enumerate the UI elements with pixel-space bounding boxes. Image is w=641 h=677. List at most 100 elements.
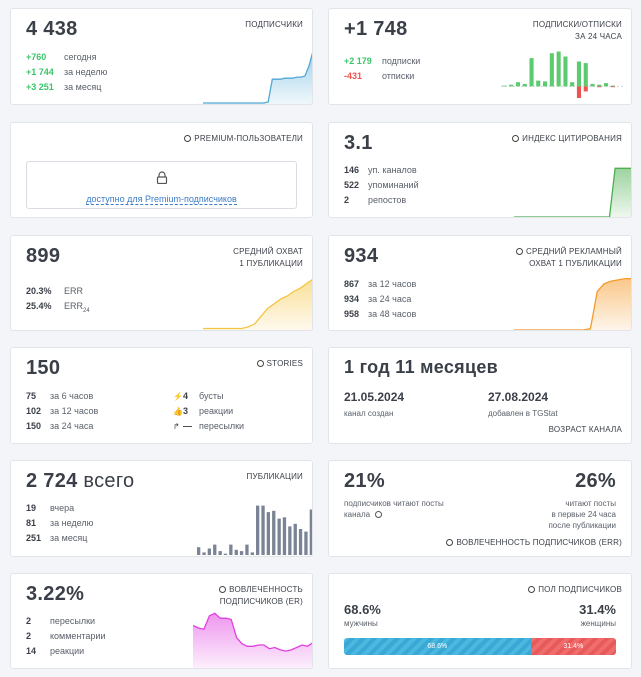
stories-extra-rows: ⚡4 бусты 👍3 реакции ↱ — пересылки: [173, 389, 244, 434]
subs-bar-0: [502, 85, 507, 87]
posts-card[interactable]: 2 724 всего ПУБЛИКАЦИИ 19 вчера 81 за неде…: [10, 460, 313, 557]
forwards-label: пересылки: [199, 421, 245, 431]
subs-bar-3: [522, 83, 527, 87]
subs-unsubs-title: ПОДПИСКИ/ОТПИСКИ ЗА 24 ЧАСА: [533, 19, 622, 43]
err24-value: 25.4%: [26, 301, 52, 311]
posts-bar-5: [223, 553, 228, 555]
premium-title: PREMIUM-ПОЛЬЗОВАТЕЛИ: [184, 133, 303, 145]
er-forwards-label: пересылки: [50, 616, 96, 626]
er-title: ВОВЛЕЧЕННОСТЬ ПОДПИСЧИКОВ (ER): [219, 585, 303, 606]
posts-bar-9: [245, 544, 249, 555]
posts-bar-17: [288, 526, 292, 555]
age-value: 1 год 11 месяцев: [344, 357, 499, 377]
posts-yesterday-value: 19: [26, 503, 37, 513]
ad-reach-48h-value: 958: [344, 309, 360, 319]
subs-bar-15: [604, 83, 609, 87]
citation-mentions-value: 522: [344, 180, 360, 190]
gender-card[interactable]: ПОЛ ПОДПИСЧИКОВ 68.6% мужчины 31.4% женщ…: [328, 573, 632, 669]
er-comments-label: комментарии: [50, 631, 106, 641]
unsubs-bar-11: [576, 86, 581, 98]
subs-bar-2: [515, 82, 520, 87]
engagement-right-value: 26%: [575, 470, 616, 492]
engagement-title: ВОВЛЕЧЕННОСТЬ ПОДПИСЧИКОВ (ERR): [446, 537, 622, 549]
forwards-value: —: [183, 421, 192, 431]
premium-link[interactable]: доступно для Premium-подписчиков: [86, 194, 237, 205]
info-icon: [256, 360, 264, 367]
posts-bar-15: [277, 518, 281, 555]
posts-title: ПУБЛИКАЦИИ: [246, 472, 303, 481]
subscribers-title: ПОДПИСЧИКИ: [245, 20, 303, 29]
premium-card[interactable]: PREMIUM-ПОЛЬЗОВАТЕЛИ доступно для Premiu…: [10, 122, 313, 218]
like-icon: 👍: [173, 407, 183, 416]
subscribers-line: [203, 52, 312, 104]
posts-bar-19: [298, 529, 303, 555]
engagement-left-value: 21%: [344, 470, 385, 492]
posts-yesterday-label: вчера: [50, 503, 75, 513]
subs-unsubs-title-line2: ЗА 24 ЧАСА: [575, 32, 622, 41]
subs-unsubs-chart: [501, 47, 623, 104]
posts-week-label: за неделю: [50, 518, 94, 528]
reach-chart: [203, 274, 312, 330]
posts-bar-4: [218, 551, 222, 555]
subs-bar-7: [549, 53, 554, 87]
reach-card[interactable]: 899 СРЕДНИЙ ОХВАТ 1 ПУБЛИКАЦИИ 20.3% ERR …: [10, 235, 313, 331]
posts-chart: [196, 501, 312, 556]
forward-icon: ↱: [173, 422, 180, 431]
subs-bar-11: [576, 61, 581, 87]
info-icon: [528, 586, 536, 593]
posts-bar-0: [197, 547, 201, 555]
ad-reach-title: СРЕДНИЙ РЕКЛАМНЫЙ ОХВАТ 1 ПУБЛИКАЦИИ: [516, 246, 622, 270]
stories-6h-value: 75: [26, 391, 37, 401]
stories-card[interactable]: 150 STORIES 75 за 6 часов 102 за 12 часов …: [10, 347, 313, 444]
subs-bar-14: [597, 84, 602, 87]
posts-bar-6: [229, 544, 233, 555]
posts-bar-18: [293, 523, 297, 555]
reach-rows: 20.3% ERR 25.4% ERR24: [26, 284, 90, 314]
subs-bar-9: [563, 56, 568, 87]
info-icon: [219, 586, 227, 593]
ad_reach-area: [514, 278, 631, 330]
gender-bar: 68.6% 31.4%: [344, 638, 616, 655]
subs-bar-16: [610, 85, 615, 87]
citation-line: [514, 167, 631, 217]
er-forwards-value: 2: [26, 616, 32, 626]
posts-bar-7: [234, 549, 238, 555]
posts-month-label: за месяц: [50, 533, 88, 543]
citation-reposts-value: 2: [344, 195, 350, 205]
subs-unsubs-card[interactable]: +1 748 ПОДПИСКИ/ОТПИСКИ ЗА 24 ЧАСА +2 17…: [328, 8, 632, 105]
subs-bar-6: [543, 81, 548, 87]
reach-value: 899: [26, 245, 61, 267]
posts-bar-14: [272, 510, 276, 555]
er-value: 3.22%: [26, 583, 85, 605]
subs-unsubs-rows: +2 179 подписки -431 отписки: [344, 54, 420, 84]
subscribers-card[interactable]: 4 438 ПОДПИСЧИКИ +760 сегодня +1 744 за не…: [10, 8, 313, 105]
subscribers-today-label: сегодня: [64, 52, 97, 62]
citation-chart: [514, 163, 631, 217]
reactions-value: 3: [183, 406, 189, 416]
boosts-label: бусты: [199, 391, 224, 401]
unsubs-bar-12: [583, 86, 588, 92]
gender-title: ПОЛ ПОДПИСЧИКОВ: [528, 584, 622, 596]
err24-label: ERR24: [64, 301, 90, 314]
added-label: добавлен в TGStat: [488, 409, 558, 418]
info-icon: [184, 135, 192, 142]
boost-icon: ⚡: [173, 392, 183, 401]
citation-card[interactable]: 3.1 ИНДЕКС ЦИТИРОВАНИЯ 146 уп. каналов 52…: [328, 122, 632, 218]
er-card[interactable]: 3.22% ВОВЛЕЧЕННОСТЬ ПОДПИСЧИКОВ (ER) 2 пе…: [10, 573, 313, 669]
reach-area: [203, 279, 312, 330]
er-reactions-value: 14: [26, 646, 37, 656]
info-icon: [512, 135, 520, 142]
stories-title: STORIES: [256, 358, 303, 370]
ad-reach-12h-label: за 12 часов: [368, 279, 417, 289]
posts-bar-8: [239, 551, 244, 555]
ad-reach-card[interactable]: 934 СРЕДНИЙ РЕКЛАМНЫЙ ОХВАТ 1 ПУБЛИКАЦИИ…: [328, 235, 632, 331]
subscribers-area: [203, 54, 312, 104]
subs-bar-5: [536, 80, 541, 87]
ad_reach-line: [514, 277, 631, 330]
ad-reach-24h-label: за 24 часа: [368, 294, 412, 304]
unsubscribed-value: -431: [344, 71, 363, 81]
err-label: ERR: [64, 286, 84, 296]
engagement-card[interactable]: 21% подписчиков читают посты канала 26% …: [328, 460, 632, 557]
age-card[interactable]: 1 год 11 месяцев 21.05.2024 канал создан…: [328, 347, 632, 444]
male-value: 68.6%: [344, 602, 381, 617]
